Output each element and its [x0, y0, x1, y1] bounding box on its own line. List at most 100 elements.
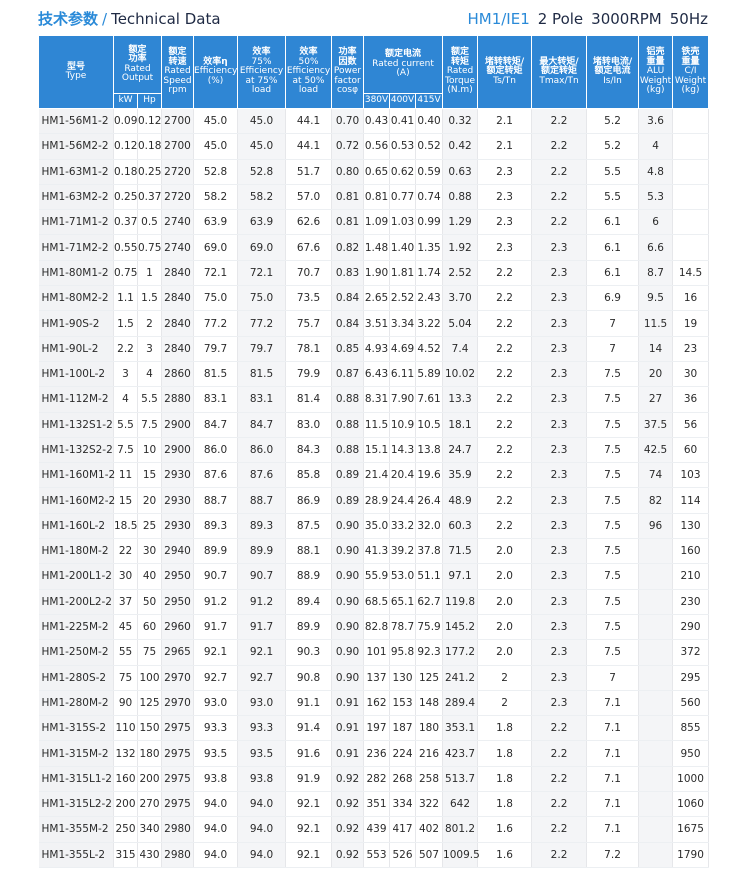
cell: 7.5 — [586, 614, 640, 641]
cell: 230 — [672, 589, 710, 615]
cell: 2.3 — [531, 386, 588, 413]
cell: 2.3 — [531, 361, 588, 388]
column-header: 最大转矩/额定转矩 Tmax/Tn — [531, 35, 588, 109]
header-line: (%) — [207, 75, 224, 86]
cell: 1.8 — [477, 740, 533, 767]
cell: 7.1 — [586, 816, 640, 843]
title: 技术参数 / Technical Data — [38, 8, 221, 29]
cell: 89.9 — [237, 538, 287, 565]
cell: 2.3 — [531, 260, 588, 287]
cell: 48.9 — [442, 487, 479, 514]
cell: 2.52 — [389, 285, 417, 312]
cell: 2.0 — [477, 538, 533, 565]
cell: 2.2 — [531, 715, 588, 742]
cell: 24.4 — [389, 487, 417, 514]
empty-cell — [638, 665, 674, 691]
cell: 5.5 — [586, 159, 640, 185]
cell: 1.81 — [389, 260, 417, 287]
empty-cell — [638, 639, 674, 666]
cell: 2930 — [161, 487, 195, 514]
cell: 19 — [672, 310, 710, 337]
cell: 2.2 — [113, 336, 138, 362]
column-header: 额定 转速 Rated Speed rpm — [161, 35, 195, 109]
cell: 2.3 — [531, 234, 588, 261]
cell: 88.7 — [193, 487, 239, 514]
cell: 93.3 — [193, 715, 239, 742]
header-line: at 50% — [292, 75, 325, 86]
cell: 2880 — [161, 386, 195, 413]
cell: 20 — [137, 487, 163, 514]
cell: 430 — [137, 842, 163, 868]
cell: 1.74 — [415, 260, 444, 287]
cell: 0.43 — [363, 108, 391, 135]
cell: 11.5 — [638, 310, 674, 337]
cell: 3 — [113, 361, 138, 388]
cell: 439 — [363, 816, 391, 843]
table-row: HM1-315S-2 110 150 2975 93.3 93.3 91.4 0.91 197 1… — [38, 715, 710, 742]
cell: 0.90 — [331, 589, 365, 615]
column-header: 型号 Type — [38, 35, 114, 109]
subtitle: HM1/IE1 2 Pole 3000RPM 50Hz — [459, 10, 708, 28]
cell: 180 — [137, 740, 163, 767]
cell: 101 — [363, 639, 391, 666]
header-line: Rated current — [372, 58, 434, 69]
header-line: (A) — [396, 68, 410, 79]
cell: 33.2 — [389, 513, 417, 540]
cell: 7 — [586, 665, 640, 691]
cell: 2975 — [161, 791, 195, 818]
cell: 8.31 — [363, 386, 391, 413]
cell: 2 — [477, 665, 533, 691]
cell: 0.88 — [442, 184, 479, 211]
cell: 0.75 — [137, 234, 163, 261]
header-line: Rated — [446, 66, 474, 77]
cell: 36 — [672, 386, 710, 413]
cell: 55.9 — [363, 563, 391, 590]
cell: 92.1 — [193, 639, 239, 666]
cell: 92.1 — [285, 791, 333, 818]
empty-cell — [638, 563, 674, 590]
cell: 295 — [672, 665, 710, 691]
cell: 91.7 — [237, 614, 287, 641]
cell: 1675 — [672, 816, 710, 843]
cell: 45.0 — [237, 133, 287, 160]
cell: 22 — [113, 538, 138, 565]
cell: 4.8 — [638, 159, 674, 185]
cell: 0.89 — [331, 462, 365, 489]
header-line: Efficiency — [239, 66, 284, 77]
cell: 78.7 — [389, 614, 417, 641]
cell: 150 — [137, 715, 163, 742]
cell: 0.90 — [331, 614, 365, 641]
cell: 1.5 — [113, 310, 138, 337]
cell: 94.0 — [237, 791, 287, 818]
cell: 0.32 — [442, 108, 479, 135]
cell: 2.3 — [531, 665, 588, 691]
cell: 10.5 — [415, 412, 444, 438]
cell: 91.2 — [237, 589, 287, 615]
cell: 2.2 — [531, 816, 588, 843]
cell: 10.9 — [389, 412, 417, 438]
cell: HM1-200L1-2 — [38, 563, 114, 590]
cell: 162 — [363, 690, 391, 717]
cell: 97.1 — [442, 563, 479, 590]
cell: 15 — [113, 487, 138, 514]
cell: 0.52 — [415, 133, 444, 160]
cell: 145.2 — [442, 614, 479, 641]
table-row: HM1-280M-2 90 125 2970 93.0 93.0 91.1 0.91 162 15… — [38, 690, 710, 717]
header-line: Torque — [445, 75, 476, 86]
header-line: 铝壳 — [646, 47, 665, 58]
cell: 241.2 — [442, 665, 479, 691]
cell: 372 — [672, 639, 710, 666]
cell: 2.2 — [531, 842, 588, 868]
cell: 2930 — [161, 462, 195, 489]
header-line: (kg) — [681, 85, 700, 96]
cell: 0.90 — [331, 665, 365, 691]
cell: 507 — [415, 842, 444, 868]
cell: 10.02 — [442, 361, 479, 388]
cell: 56 — [672, 412, 710, 438]
cell: 0.65 — [363, 159, 391, 185]
empty-cell — [638, 690, 674, 717]
cell: 0.63 — [442, 159, 479, 185]
speed: 3000RPM — [591, 10, 662, 28]
cell: 15 — [137, 462, 163, 489]
